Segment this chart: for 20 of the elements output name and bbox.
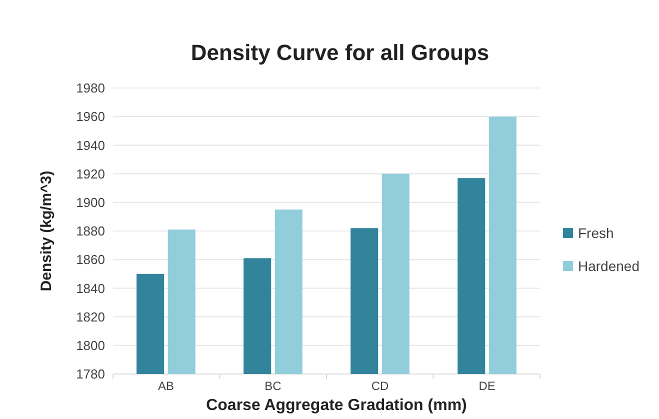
y-tick-label: 1900 bbox=[76, 194, 105, 210]
y-tick-label: 1800 bbox=[76, 338, 105, 353]
y-tick-label: 1940 bbox=[76, 138, 105, 153]
y-tick-label: 1920 bbox=[76, 166, 105, 182]
chart-title: Density Curve for all Groups bbox=[190, 40, 490, 65]
y-tick-label: 1880 bbox=[76, 224, 105, 239]
legend-label: Fresh bbox=[578, 224, 614, 241]
x-axis-title: Coarse Aggregate Gradation (mm) bbox=[206, 397, 467, 414]
y-tick-label: 1980 bbox=[76, 80, 105, 96]
y-tick-label: 1840 bbox=[76, 280, 105, 296]
x-tick-label: DE bbox=[478, 379, 496, 393]
x-tick-label: BC bbox=[264, 379, 282, 393]
y-axis-title: Density (kg/m^3) bbox=[38, 170, 55, 292]
y-tick-label: 1860 bbox=[76, 252, 105, 268]
y-tick-label: 1780 bbox=[76, 366, 105, 382]
x-tick-label: AB bbox=[158, 379, 174, 393]
x-tick-label: CD bbox=[371, 379, 390, 393]
y-tick-label: 1960 bbox=[76, 109, 105, 124]
legend-label: Hardened bbox=[578, 258, 640, 274]
y-tick-label: 1820 bbox=[76, 309, 105, 324]
